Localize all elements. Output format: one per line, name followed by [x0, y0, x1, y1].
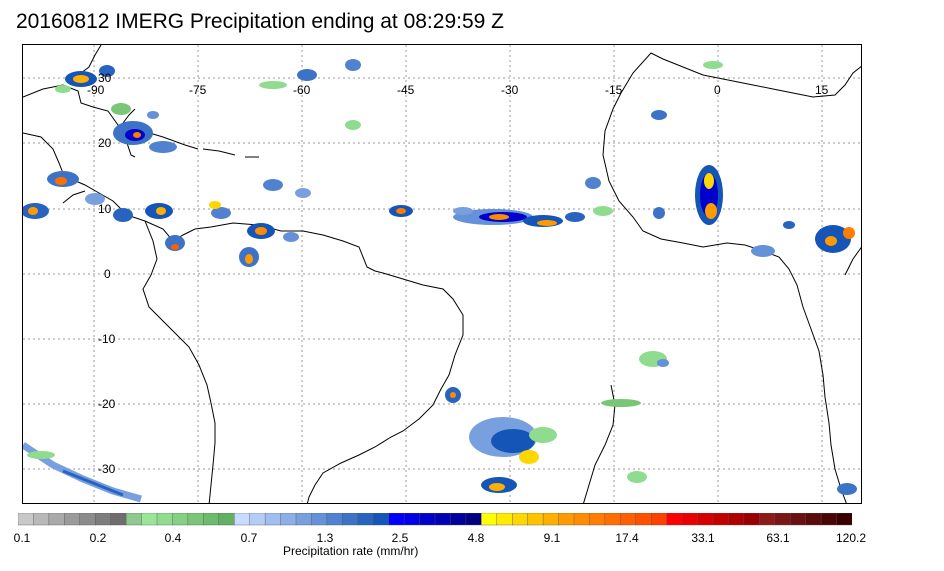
colorbar-swatch [759, 513, 776, 526]
colorbar-label: Precipitation rate (mm/hr) [283, 544, 419, 558]
lat-labels: 30 20 10 0 -10 -20 -30 [98, 71, 116, 476]
colorbar-swatch [110, 513, 127, 526]
lat-label: -20 [98, 397, 116, 411]
colorbar-swatch [496, 513, 513, 526]
colorbar-tick: 120.2 [835, 531, 867, 545]
colorbar-tick: 4.8 [467, 531, 485, 545]
colorbar-swatch [651, 513, 668, 526]
map-grid [23, 45, 861, 503]
colorbar-swatch [666, 513, 683, 526]
lon-label: -60 [293, 83, 311, 97]
lat-label: 0 [104, 267, 111, 281]
colorbar-swatch [218, 513, 235, 526]
colorbar-swatch [388, 513, 405, 526]
precipitation-cells [23, 59, 857, 503]
colorbar-swatch [790, 513, 807, 526]
colorbar-swatch [836, 513, 852, 526]
colorbar-swatch [419, 513, 436, 526]
map-title: 20160812 IMERG Precipitation ending at 0… [16, 10, 504, 33]
colorbar-swatch [342, 513, 359, 526]
colorbar-swatch [681, 513, 699, 526]
colorbar-swatch [465, 513, 482, 526]
colorbar-tick: 63.1 [766, 531, 790, 545]
colorbar-swatch [373, 513, 390, 526]
lon-label: 0 [714, 83, 721, 97]
colorbar-swatch [774, 513, 791, 526]
colorbar-tick: 9.1 [543, 531, 561, 545]
colorbar-swatch [450, 513, 467, 526]
colorbar-swatch [280, 513, 297, 526]
colorbar-swatch [697, 513, 714, 526]
colorbar-swatch [604, 513, 621, 526]
lon-label: -15 [605, 83, 623, 97]
colorbar-tick: 17.4 [615, 531, 639, 545]
colorbar-swatch [295, 513, 312, 526]
colorbar-tick: 2.5 [391, 531, 409, 545]
colorbar-swatch [203, 513, 220, 526]
colorbar-swatch [48, 513, 65, 526]
colorbar-swatch [141, 513, 158, 526]
colorbar-swatch [33, 513, 50, 526]
colorbar-swatch [125, 513, 143, 526]
colorbar-tick: 0.4 [164, 531, 182, 545]
colorbar [18, 513, 852, 526]
lat-label: -30 [98, 462, 116, 476]
colorbar-swatch [95, 513, 112, 526]
colorbar-swatch [172, 513, 189, 526]
colorbar-swatch [728, 513, 745, 526]
lat-label: -10 [98, 332, 116, 346]
colorbar-swatch [403, 513, 421, 526]
lon-label: -90 [87, 83, 105, 97]
colorbar-tick: 0.2 [89, 531, 107, 545]
colorbar-swatch [156, 513, 173, 526]
colorbar-swatch [311, 513, 328, 526]
lat-label: 10 [98, 202, 112, 216]
colorbar-swatch [187, 513, 204, 526]
colorbar-swatch [64, 513, 81, 526]
colorbar-swatch [743, 513, 760, 526]
colorbar-swatch [249, 513, 266, 526]
lat-label: 30 [98, 71, 112, 85]
lon-label: 15 [815, 83, 829, 97]
lon-label: -30 [501, 83, 519, 97]
colorbar-tick: 0.7 [240, 531, 258, 545]
colorbar-swatch [434, 513, 451, 526]
colorbar-swatch [620, 513, 637, 526]
colorbar-swatch [18, 513, 34, 526]
colorbar-swatch [264, 513, 282, 526]
lon-labels: -90 -75 -60 -45 -30 -15 0 15 [87, 83, 829, 97]
colorbar-ticks: 0.1 0.2 0.4 0.7 1.3 2.5 4.8 9.1 17.4 33.… [0, 531, 944, 545]
colorbar-swatch [573, 513, 590, 526]
colorbar-swatch [481, 513, 498, 526]
colorbar-swatch [635, 513, 652, 526]
colorbar-tick: 33.1 [691, 531, 715, 545]
colorbar-swatch [326, 513, 343, 526]
colorbar-swatch [234, 513, 251, 526]
colorbar-swatch [542, 513, 560, 526]
colorbar-swatch [589, 513, 606, 526]
colorbar-tick: 0.1 [13, 531, 31, 545]
colorbar-swatch [79, 513, 96, 526]
lat-label: 20 [98, 136, 112, 150]
colorbar-tick: 1.3 [316, 531, 334, 545]
colorbar-swatch [512, 513, 529, 526]
colorbar-swatch [357, 513, 374, 526]
colorbar-swatch [712, 513, 729, 526]
colorbar-swatch [820, 513, 838, 526]
colorbar-swatch [527, 513, 544, 526]
lon-label: -75 [189, 83, 207, 97]
lon-label: -45 [397, 83, 415, 97]
map-svg: -90 -75 -60 -45 -30 -15 0 15 30 20 10 0 … [23, 45, 861, 503]
colorbar-swatch [805, 513, 822, 526]
precipitation-map: -90 -75 -60 -45 -30 -15 0 15 30 20 10 0 … [22, 44, 862, 504]
colorbar-swatch [558, 513, 575, 526]
